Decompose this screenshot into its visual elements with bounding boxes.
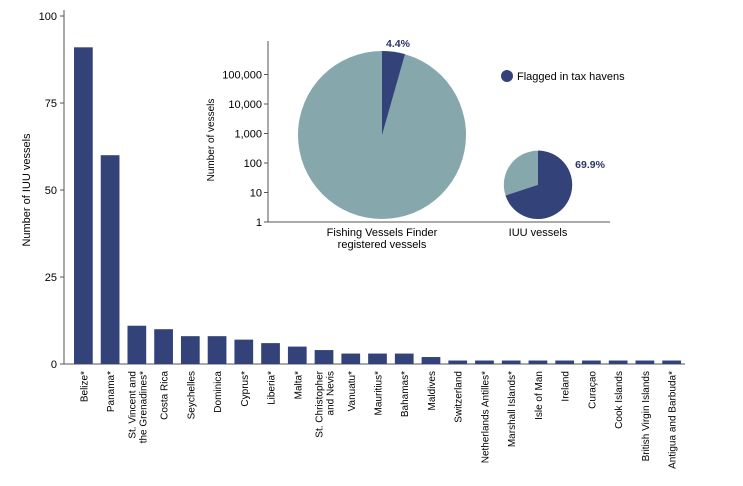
bar-y-tick-label: 75: [45, 98, 57, 110]
x-tick-label-group: Switzerland: [454, 371, 465, 423]
inset-y-tick-label: 10: [250, 188, 262, 200]
bar-4: [154, 329, 173, 364]
x-tick-label: Maldives: [427, 371, 438, 410]
x-tick-label-group: Vanuatu*: [347, 371, 358, 412]
x-tick-label: Netherlands Antilles*: [480, 371, 491, 463]
x-tick-label: British Virgin Islands: [641, 371, 652, 461]
pie-1-haven-slice: [382, 50, 405, 135]
bar-7: [234, 339, 254, 364]
x-tick-label: Liberia*: [267, 371, 278, 405]
x-tick-label-group: St. Vincent and the Grenadines*: [127, 371, 149, 443]
x-tick-label-group: Belize*: [79, 371, 90, 402]
x-tick-label-group: Mauritius*: [374, 371, 385, 416]
x-tick-label-group: Dominica: [213, 371, 224, 413]
x-tick-label: Vanuatu*: [347, 371, 358, 412]
bar-y-tick-label: 0: [51, 359, 57, 371]
inset-x-tick-label: Fishing Vessels Finder: [327, 227, 438, 239]
x-tick-label: Belize*: [79, 371, 90, 402]
bar-5: [180, 336, 200, 364]
bar-12: [368, 353, 387, 364]
bar-11: [341, 353, 361, 364]
bar-8: [261, 343, 280, 364]
bar-21: [608, 360, 628, 364]
bar-17: [501, 360, 521, 364]
bar-13: [394, 353, 414, 364]
bar-2: [100, 155, 120, 364]
x-tick-label: Isle of Man: [534, 371, 545, 420]
x-tick-label: the Grenadines*: [138, 371, 149, 443]
bar-6: [207, 336, 227, 364]
inset-x-tick-label: IUU vessels: [509, 227, 568, 239]
bar-y-tick-label: 100: [39, 11, 57, 23]
legend-marker: [501, 70, 513, 82]
x-tick-label-group: Marshall Islands*: [507, 371, 518, 447]
x-tick-label-group: Maldives: [427, 371, 438, 410]
bar-1: [74, 47, 93, 364]
bar-19: [555, 360, 575, 364]
inset-y-tick-label: 100: [244, 158, 262, 170]
bar-23: [662, 360, 681, 364]
x-tick-label-group: Bahamas*: [400, 371, 411, 417]
bar-18: [528, 360, 548, 364]
bar-y-tick-label: 25: [45, 272, 57, 284]
x-tick-label-group: Ireland: [561, 371, 572, 402]
x-tick-label: Ireland: [561, 371, 572, 402]
inset-y-tick-label: 10,000: [228, 99, 262, 111]
bar-20: [582, 360, 601, 364]
x-tick-label-group: Cook Islands: [614, 371, 625, 429]
x-tick-label: Curaçao: [587, 371, 598, 409]
x-tick-label-group: Costa Rica: [160, 371, 171, 420]
x-tick-label-group: St. Christopher and Nevis: [315, 370, 337, 437]
bar-y-axis-title: Number of IUU vessels: [21, 133, 33, 247]
inset-y-tick-label: 1: [256, 217, 262, 229]
x-tick-label: Seychelles: [186, 371, 197, 419]
pie-1-share-label: 4.4%: [386, 38, 411, 50]
x-tick-label: St. Christopher: [315, 370, 326, 437]
bar-15: [448, 360, 468, 364]
x-tick-label: Bahamas*: [400, 371, 411, 417]
x-tick-label: Marshall Islands*: [507, 371, 518, 447]
x-tick-label-group: Cyprus*: [240, 371, 251, 407]
x-tick-label: and Nevis: [326, 371, 337, 415]
pie-2-haven-slice: [505, 150, 573, 220]
x-tick-label-group: Antigua and Barbuda*: [668, 371, 679, 469]
x-tick-label-group: Seychelles: [186, 371, 197, 419]
x-tick-label: Switzerland: [454, 371, 465, 423]
x-tick-label: Panama*: [106, 371, 117, 412]
x-tick-label: Cyprus*: [240, 371, 251, 407]
legend-label: Flagged in tax havens: [517, 71, 625, 83]
x-tick-label-group: Isle of Man: [534, 371, 545, 420]
x-tick-label: Malta*: [293, 371, 304, 399]
x-tick-label-group: Panama*: [106, 371, 117, 412]
inset-x-tick-label: registered vessels: [338, 239, 427, 251]
pie-2-share-label: 69.9%: [575, 159, 605, 171]
inset-y-tick-label: 100,000: [222, 70, 262, 82]
bar-22: [635, 360, 655, 364]
x-tick-label-group: British Virgin Islands: [641, 371, 652, 461]
x-tick-label: St. Vincent and: [127, 371, 138, 439]
inset-y-tick-label: 1,000: [234, 129, 262, 141]
bar-y-tick-label: 50: [45, 185, 57, 197]
x-tick-label: Dominica: [213, 371, 224, 413]
bar-9: [287, 346, 307, 364]
bar-14: [421, 357, 441, 364]
x-tick-label: Mauritius*: [374, 371, 385, 416]
x-tick-label: Antigua and Barbuda*: [668, 371, 679, 469]
bar-3: [127, 325, 147, 364]
bar-10: [314, 350, 334, 364]
x-tick-label-group: Liberia*: [267, 371, 278, 405]
x-tick-label-group: Malta*: [293, 371, 304, 399]
x-tick-label-group: Netherlands Antilles*: [480, 371, 491, 463]
inset-y-axis-title: Number of vessels: [206, 99, 217, 182]
x-tick-label: Costa Rica: [160, 371, 171, 420]
x-tick-label: Cook Islands: [614, 371, 625, 429]
bar-16: [475, 360, 494, 364]
x-tick-label-group: Curaçao: [587, 371, 598, 409]
